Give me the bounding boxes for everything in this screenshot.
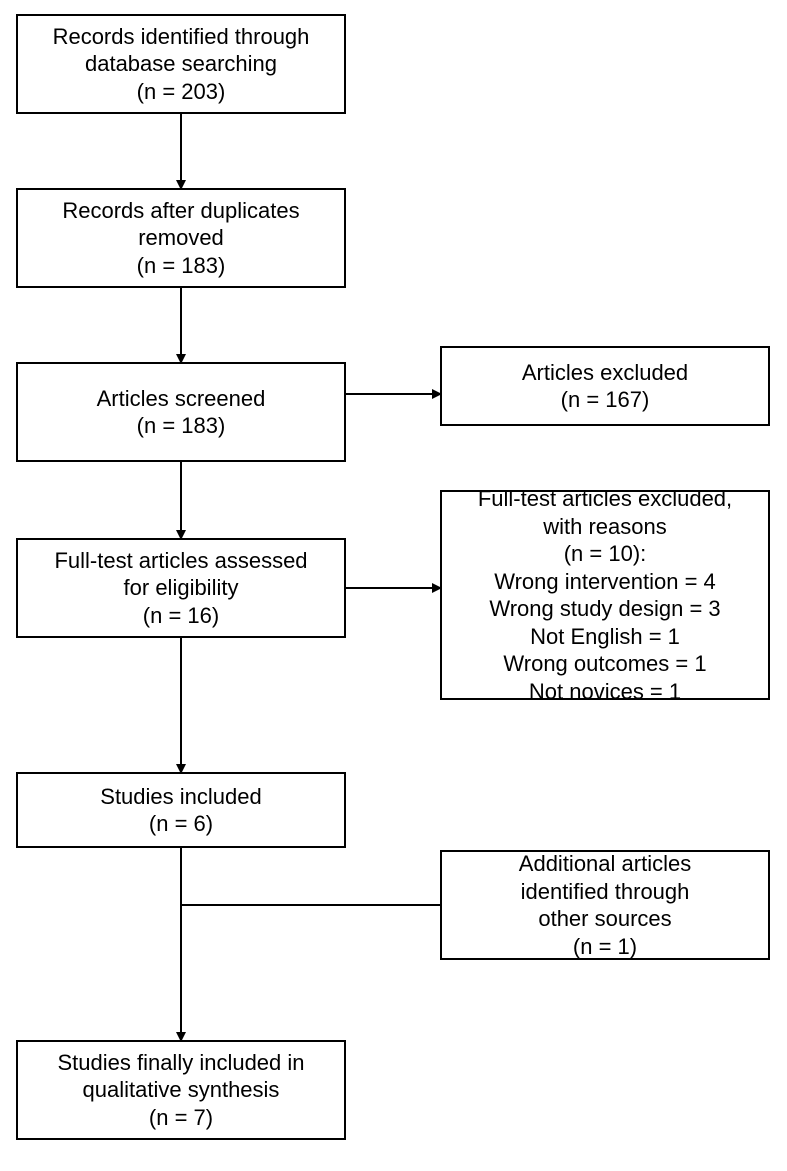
- node-studies_included-line: Studies included: [100, 783, 261, 811]
- node-fulltext_assessed-line: Full-test articles assessed: [54, 547, 307, 575]
- node-fulltext_assessed-line: (n = 16): [143, 602, 219, 630]
- node-additional-line: identified through: [521, 878, 690, 906]
- node-additional: Additional articlesidentified throughoth…: [440, 850, 770, 960]
- node-fulltext_excluded-line: Wrong intervention = 4: [494, 568, 716, 596]
- node-screened-line: Articles screened: [97, 385, 266, 413]
- node-fulltext_excluded-line: Not novices = 1: [529, 678, 681, 706]
- node-identified-line: (n = 203): [137, 78, 226, 106]
- node-after_duplicates-line: removed: [138, 224, 224, 252]
- node-additional-line: Additional articles: [519, 850, 691, 878]
- node-fulltext_assessed: Full-test articles assessedfor eligibili…: [16, 538, 346, 638]
- node-identified-line: Records identified through: [53, 23, 310, 51]
- node-fulltext_excluded: Full-test articles excluded,with reasons…: [440, 490, 770, 700]
- node-excluded_screen: Articles excluded(n = 167): [440, 346, 770, 426]
- node-after_duplicates-line: (n = 183): [137, 252, 226, 280]
- node-final_included-line: Studies finally included in: [57, 1049, 304, 1077]
- node-identified-line: database searching: [85, 50, 277, 78]
- node-studies_included-line: (n = 6): [149, 810, 213, 838]
- node-additional-line: (n = 1): [573, 933, 637, 961]
- node-screened-line: (n = 183): [137, 412, 226, 440]
- node-excluded_screen-line: (n = 167): [561, 386, 650, 414]
- node-fulltext_excluded-line: Wrong study design = 3: [489, 595, 720, 623]
- node-fulltext_excluded-line: Wrong outcomes = 1: [503, 650, 706, 678]
- node-screened: Articles screened(n = 183): [16, 362, 346, 462]
- node-identified: Records identified throughdatabase searc…: [16, 14, 346, 114]
- node-final_included: Studies finally included inqualitative s…: [16, 1040, 346, 1140]
- node-fulltext_excluded-line: with reasons: [543, 513, 667, 541]
- node-fulltext_excluded-line: Not English = 1: [530, 623, 680, 651]
- node-final_included-line: (n = 7): [149, 1104, 213, 1132]
- node-final_included-line: qualitative synthesis: [83, 1076, 280, 1104]
- node-excluded_screen-line: Articles excluded: [522, 359, 688, 387]
- node-after_duplicates: Records after duplicatesremoved(n = 183): [16, 188, 346, 288]
- node-fulltext_excluded-line: Full-test articles excluded,: [478, 485, 732, 513]
- node-fulltext_assessed-line: for eligibility: [124, 574, 239, 602]
- node-after_duplicates-line: Records after duplicates: [62, 197, 299, 225]
- node-additional-line: other sources: [538, 905, 671, 933]
- node-fulltext_excluded-line: (n = 10):: [564, 540, 647, 568]
- node-studies_included: Studies included(n = 6): [16, 772, 346, 848]
